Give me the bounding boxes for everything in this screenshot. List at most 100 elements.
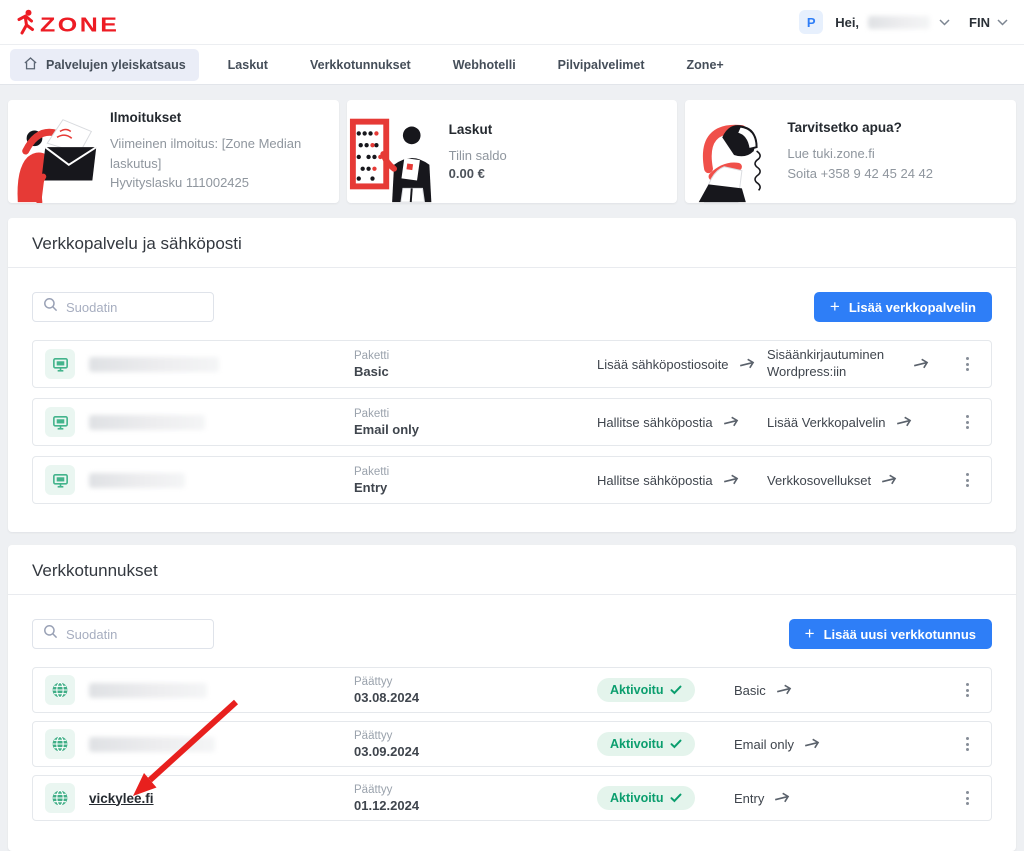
service-name-redacted [89, 414, 354, 430]
divider [8, 267, 1016, 268]
help-illustration [699, 124, 762, 203]
card-title: Tarvitsetko apua? [787, 120, 902, 135]
status-label: Aktivoitu [610, 683, 664, 697]
kebab-menu-button[interactable] [957, 679, 977, 701]
greeting-label: Hei, [835, 14, 860, 30]
action-label: Sisäänkirjautuminen Wordpress:iin [767, 347, 885, 379]
globe-icon [45, 783, 75, 813]
domain-row: Päättyy 03.09.2024 Aktivoitu Email only [32, 721, 992, 767]
hosting-filter [32, 292, 214, 322]
status-label: Aktivoitu [610, 791, 664, 805]
kebab-menu-button[interactable] [957, 733, 977, 755]
domains-filter [32, 619, 214, 649]
nav-item-overview[interactable]: Palvelujen yleiskatsaus [10, 48, 199, 81]
invoices-card-text: Laskut Tilin saldo 0.00 € [449, 122, 515, 182]
add-webserver-link[interactable]: Lisää Verkkopalvelin [767, 415, 957, 430]
expires-label: Päättyy [354, 729, 393, 742]
domain-name-redacted [89, 736, 354, 752]
card-title: Laskut [448, 121, 493, 137]
language-label: FIN [969, 14, 990, 30]
arrow-right-icon [912, 355, 931, 372]
chevron-down-icon [997, 18, 1008, 26]
status-badge: Aktivoitu [597, 678, 696, 702]
arrow-right-icon [773, 789, 792, 806]
monitor-icon [45, 407, 75, 437]
nav-item-label: Zone+ [686, 57, 724, 72]
domains-panel: Verkkotunnukset + Lisää uusi verkkotunnu… [8, 545, 1016, 851]
balance-value: 0.00 € [448, 166, 485, 182]
manage-email-link[interactable]: Hallitse sähköpostia [597, 473, 767, 488]
domain-link-vickylee[interactable]: vickylee.fi [89, 790, 154, 806]
balance-label: Tilin saldo [448, 147, 507, 163]
notifications-card[interactable]: Ilmoitukset Viimeinen ilmoitus: [Zone Me… [8, 100, 339, 203]
kebab-menu-button[interactable] [957, 787, 977, 809]
kebab-menu-button[interactable] [957, 353, 977, 375]
zone-logo[interactable]: ZONE [16, 9, 116, 35]
package-label: Paketti [354, 349, 390, 362]
plan-link[interactable]: Entry [734, 791, 957, 806]
action-label: Lisää Verkkopalvelin [767, 414, 886, 430]
zone-runner-icon: ZONE [17, 9, 116, 35]
add-domain-label: Lisää uusi verkkotunnus [823, 626, 976, 642]
domains-controls: + Lisää uusi verkkotunnus [32, 619, 992, 649]
help-line: Soita +358 9 42 45 24 42 [787, 165, 933, 181]
add-webserver-button[interactable]: + Lisää verkkopalvelin [813, 292, 992, 322]
main-nav: Palvelujen yleiskatsaus Laskut Verkkotun… [0, 44, 1024, 85]
domains-panel-body: + Lisää uusi verkkotunnus Päättyy 03.08.… [8, 595, 1016, 851]
package-label: Paketti [354, 465, 390, 478]
nav-item-zoneplus[interactable]: Zone+ [674, 51, 737, 79]
status-label: Aktivoitu [610, 737, 664, 751]
invoices-illustration [349, 118, 432, 203]
expires-date: 03.09.2024 [354, 743, 420, 759]
add-email-link[interactable]: Lisää sähköpostiosoite [597, 357, 767, 372]
plan-link[interactable]: Basic [734, 683, 957, 698]
nav-item-domains[interactable]: Verkkotunnukset [297, 51, 424, 79]
package-value: Basic [354, 363, 389, 379]
plan-label: Entry [734, 790, 765, 806]
nav-item-label: Laskut [227, 57, 268, 72]
nav-item-invoices[interactable]: Laskut [215, 51, 281, 79]
help-card[interactable]: Tarvitsetko apua? Lue tuki.zone.fi Soita… [685, 100, 1017, 203]
plus-icon: + [804, 623, 815, 643]
domains-filter-input[interactable] [66, 626, 203, 642]
notifications-illustration [17, 119, 97, 203]
status-cell: Aktivoitu [597, 732, 734, 756]
language-selector[interactable]: FIN [969, 15, 1008, 30]
chevron-down-icon[interactable] [939, 18, 950, 26]
domain-rows: Päättyy 03.08.2024 Aktivoitu Basic [32, 667, 992, 821]
package-value: Entry [354, 479, 388, 495]
package-label: Paketti [354, 407, 390, 420]
globe-icon [45, 675, 75, 705]
add-domain-button[interactable]: + Lisää uusi verkkotunnus [788, 619, 992, 649]
hosting-filter-input[interactable] [66, 299, 203, 315]
package-info: Paketti Entry [354, 466, 597, 495]
plan-label: Basic [734, 682, 766, 698]
manage-email-link[interactable]: Hallitse sähköpostia [597, 415, 767, 430]
arrow-right-icon [880, 471, 899, 488]
domain-row: Päättyy 03.08.2024 Aktivoitu Basic [32, 667, 992, 713]
web-apps-link[interactable]: Verkkosovellukset [767, 473, 957, 488]
monitor-icon [45, 349, 75, 379]
service-name-redacted [89, 472, 354, 488]
nav-item-webhosting[interactable]: Webhotelli [440, 51, 529, 79]
kebab-menu-button[interactable] [957, 411, 977, 433]
check-icon [670, 685, 682, 695]
globe-icon [45, 729, 75, 759]
action-label: Lisää sähköpostiosoite [597, 356, 729, 372]
hosting-panel-title: Verkkopalvelu ja sähköposti [32, 234, 242, 253]
arrow-right-icon [721, 413, 740, 430]
kebab-menu-button[interactable] [957, 469, 977, 491]
hosting-panel-head: Verkkopalvelu ja sähköposti [8, 218, 1016, 267]
action-label: Hallitse sähköpostia [597, 472, 713, 488]
action-label: Hallitse sähköpostia [597, 414, 713, 430]
package-value: Email only [354, 421, 420, 437]
avatar[interactable]: P [799, 10, 824, 34]
home-icon [23, 56, 38, 74]
user-area: P Hei, FIN [799, 10, 1008, 34]
wordpress-login-link[interactable]: Sisäänkirjautuminen Wordpress:iin [767, 347, 957, 381]
expiry-info: Päättyy 01.12.2024 [354, 784, 597, 813]
logo-wordmark: ZONE [40, 12, 116, 35]
invoices-card[interactable]: Laskut Tilin saldo 0.00 € [346, 100, 678, 203]
nav-item-cloudservers[interactable]: Pilvipalvelimet [545, 51, 658, 79]
plan-link[interactable]: Email only [734, 737, 957, 752]
